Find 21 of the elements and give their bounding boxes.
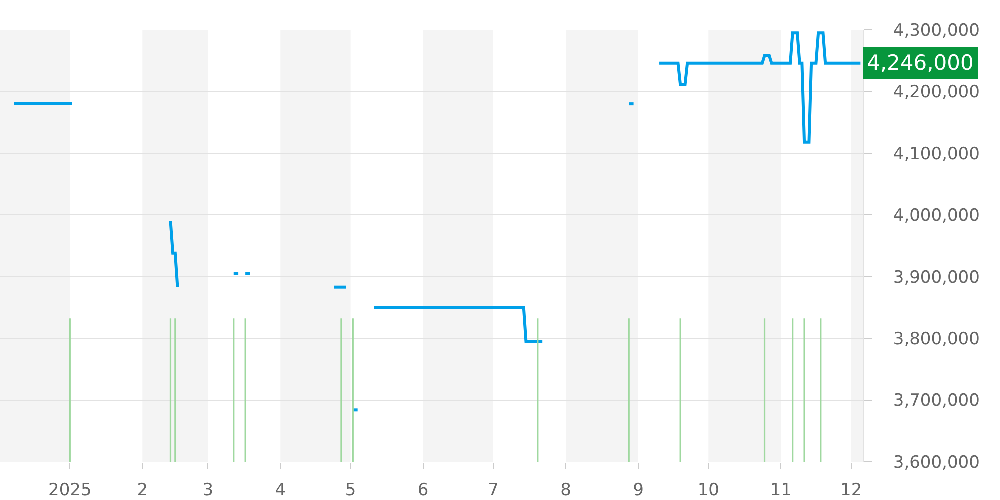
x-tick-label: 6 — [418, 480, 429, 500]
y-tick-label: 4,000,000 — [893, 206, 980, 226]
x-tick-label: 10 — [698, 480, 720, 500]
y-tick-label: 3,800,000 — [893, 330, 980, 350]
x-tick-label: 7 — [488, 480, 499, 500]
x-tick-label: 11 — [770, 480, 792, 500]
y-tick-label: 4,200,000 — [893, 82, 980, 103]
x-tick-label: 8 — [560, 480, 572, 500]
text: 4,246,000 — [867, 51, 974, 75]
x-tick-label: 2 — [137, 480, 148, 500]
y-tick-label: 3,700,000 — [893, 391, 980, 412]
y-tick-label: 3,600,000 — [893, 452, 980, 473]
x-tick-label: 2025 — [48, 480, 92, 500]
x-tick-label: 3 — [202, 480, 214, 500]
y-tick-label: 3,900,000 — [893, 268, 980, 288]
x-tick-label: 4 — [275, 480, 286, 500]
x-tick-label: 9 — [633, 480, 644, 500]
x-tick-label: 5 — [345, 480, 356, 500]
y-tick-label: 4,300,000 — [893, 20, 980, 41]
y-tick-label: 4,100,000 — [893, 144, 980, 164]
x-tick-label: 12 — [840, 480, 862, 500]
